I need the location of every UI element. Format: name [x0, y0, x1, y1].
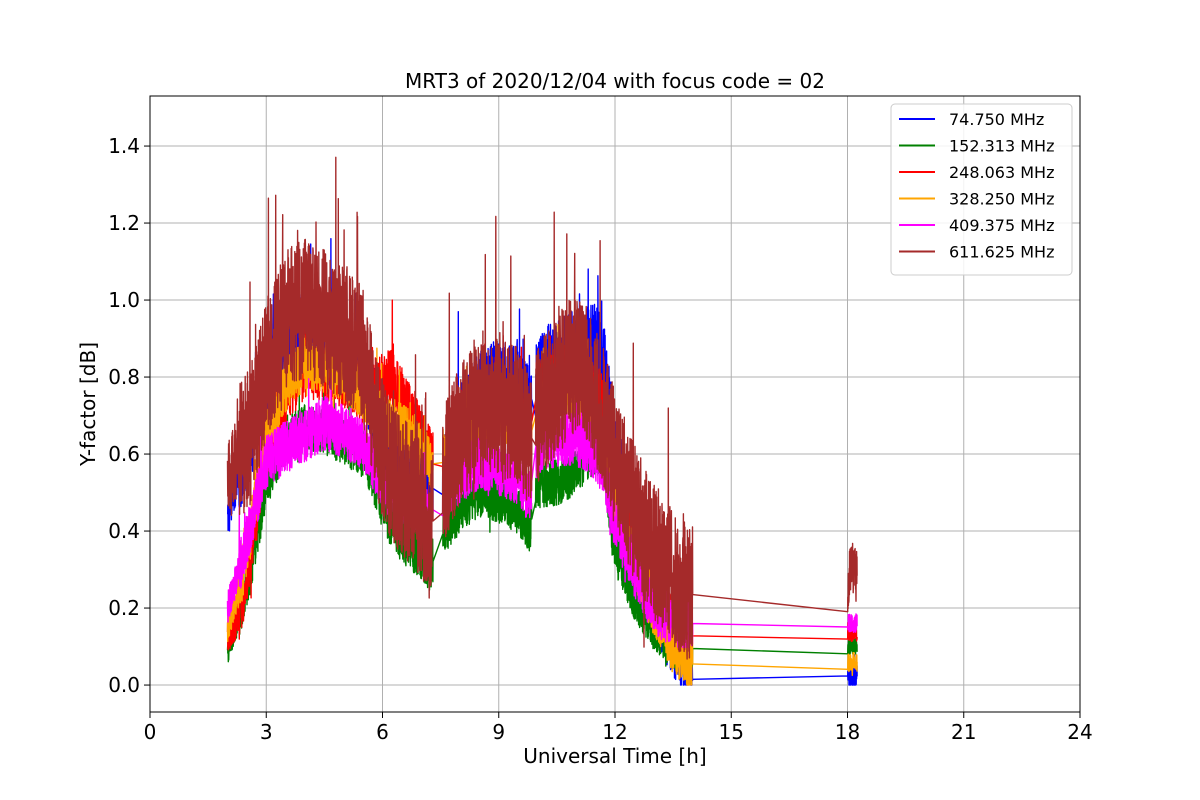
series-lines	[226, 156, 858, 686]
x-axis: 0 3 6 9 12 15 18 21 24	[144, 712, 1093, 744]
legend-label: 248.063 MHz	[949, 163, 1054, 182]
legend: 74.750 MHz 152.313 MHz 248.063 MHz 328.250 …	[890, 103, 1073, 276]
legend-label: 328.250 MHz	[949, 190, 1054, 209]
y-tick-label: 0.4	[108, 519, 140, 543]
y-tick-label: 0.0	[108, 673, 140, 697]
x-axis-label: Universal Time [h]	[523, 744, 706, 768]
x-tick-label: 18	[835, 720, 860, 744]
y-tick-label: 0.2	[108, 596, 140, 620]
legend-label: 74.750 MHz	[949, 110, 1044, 129]
y-tick-label: 1.0	[108, 288, 140, 312]
x-tick-label: 9	[492, 720, 505, 744]
x-tick-label: 21	[951, 720, 976, 744]
legend-label: 409.375 MHz	[949, 216, 1054, 235]
x-tick-label: 12	[602, 720, 627, 744]
x-tick-label: 0	[144, 720, 157, 744]
y-tick-label: 1.4	[108, 134, 140, 158]
series-line	[226, 156, 858, 660]
x-tick-label: 6	[376, 720, 389, 744]
legend-box	[890, 103, 1073, 276]
legend-label: 152.313 MHz	[949, 137, 1054, 156]
x-tick-label: 3	[260, 720, 273, 744]
y-tick-label: 1.2	[108, 211, 140, 235]
x-tick-label: 15	[719, 720, 744, 744]
x-tick-label: 24	[1067, 720, 1092, 744]
y-axis-label: Y-factor [dB]	[76, 342, 100, 467]
y-axis: 0.0 0.2 0.4 0.6 0.8 1.0 1.2 1.4	[108, 134, 150, 697]
legend-label: 611.625 MHz	[949, 243, 1054, 262]
chart-title: MRT3 of 2020/12/04 with focus code = 02	[405, 69, 825, 93]
y-tick-label: 0.8	[108, 365, 140, 389]
y-tick-label: 0.6	[108, 442, 140, 466]
